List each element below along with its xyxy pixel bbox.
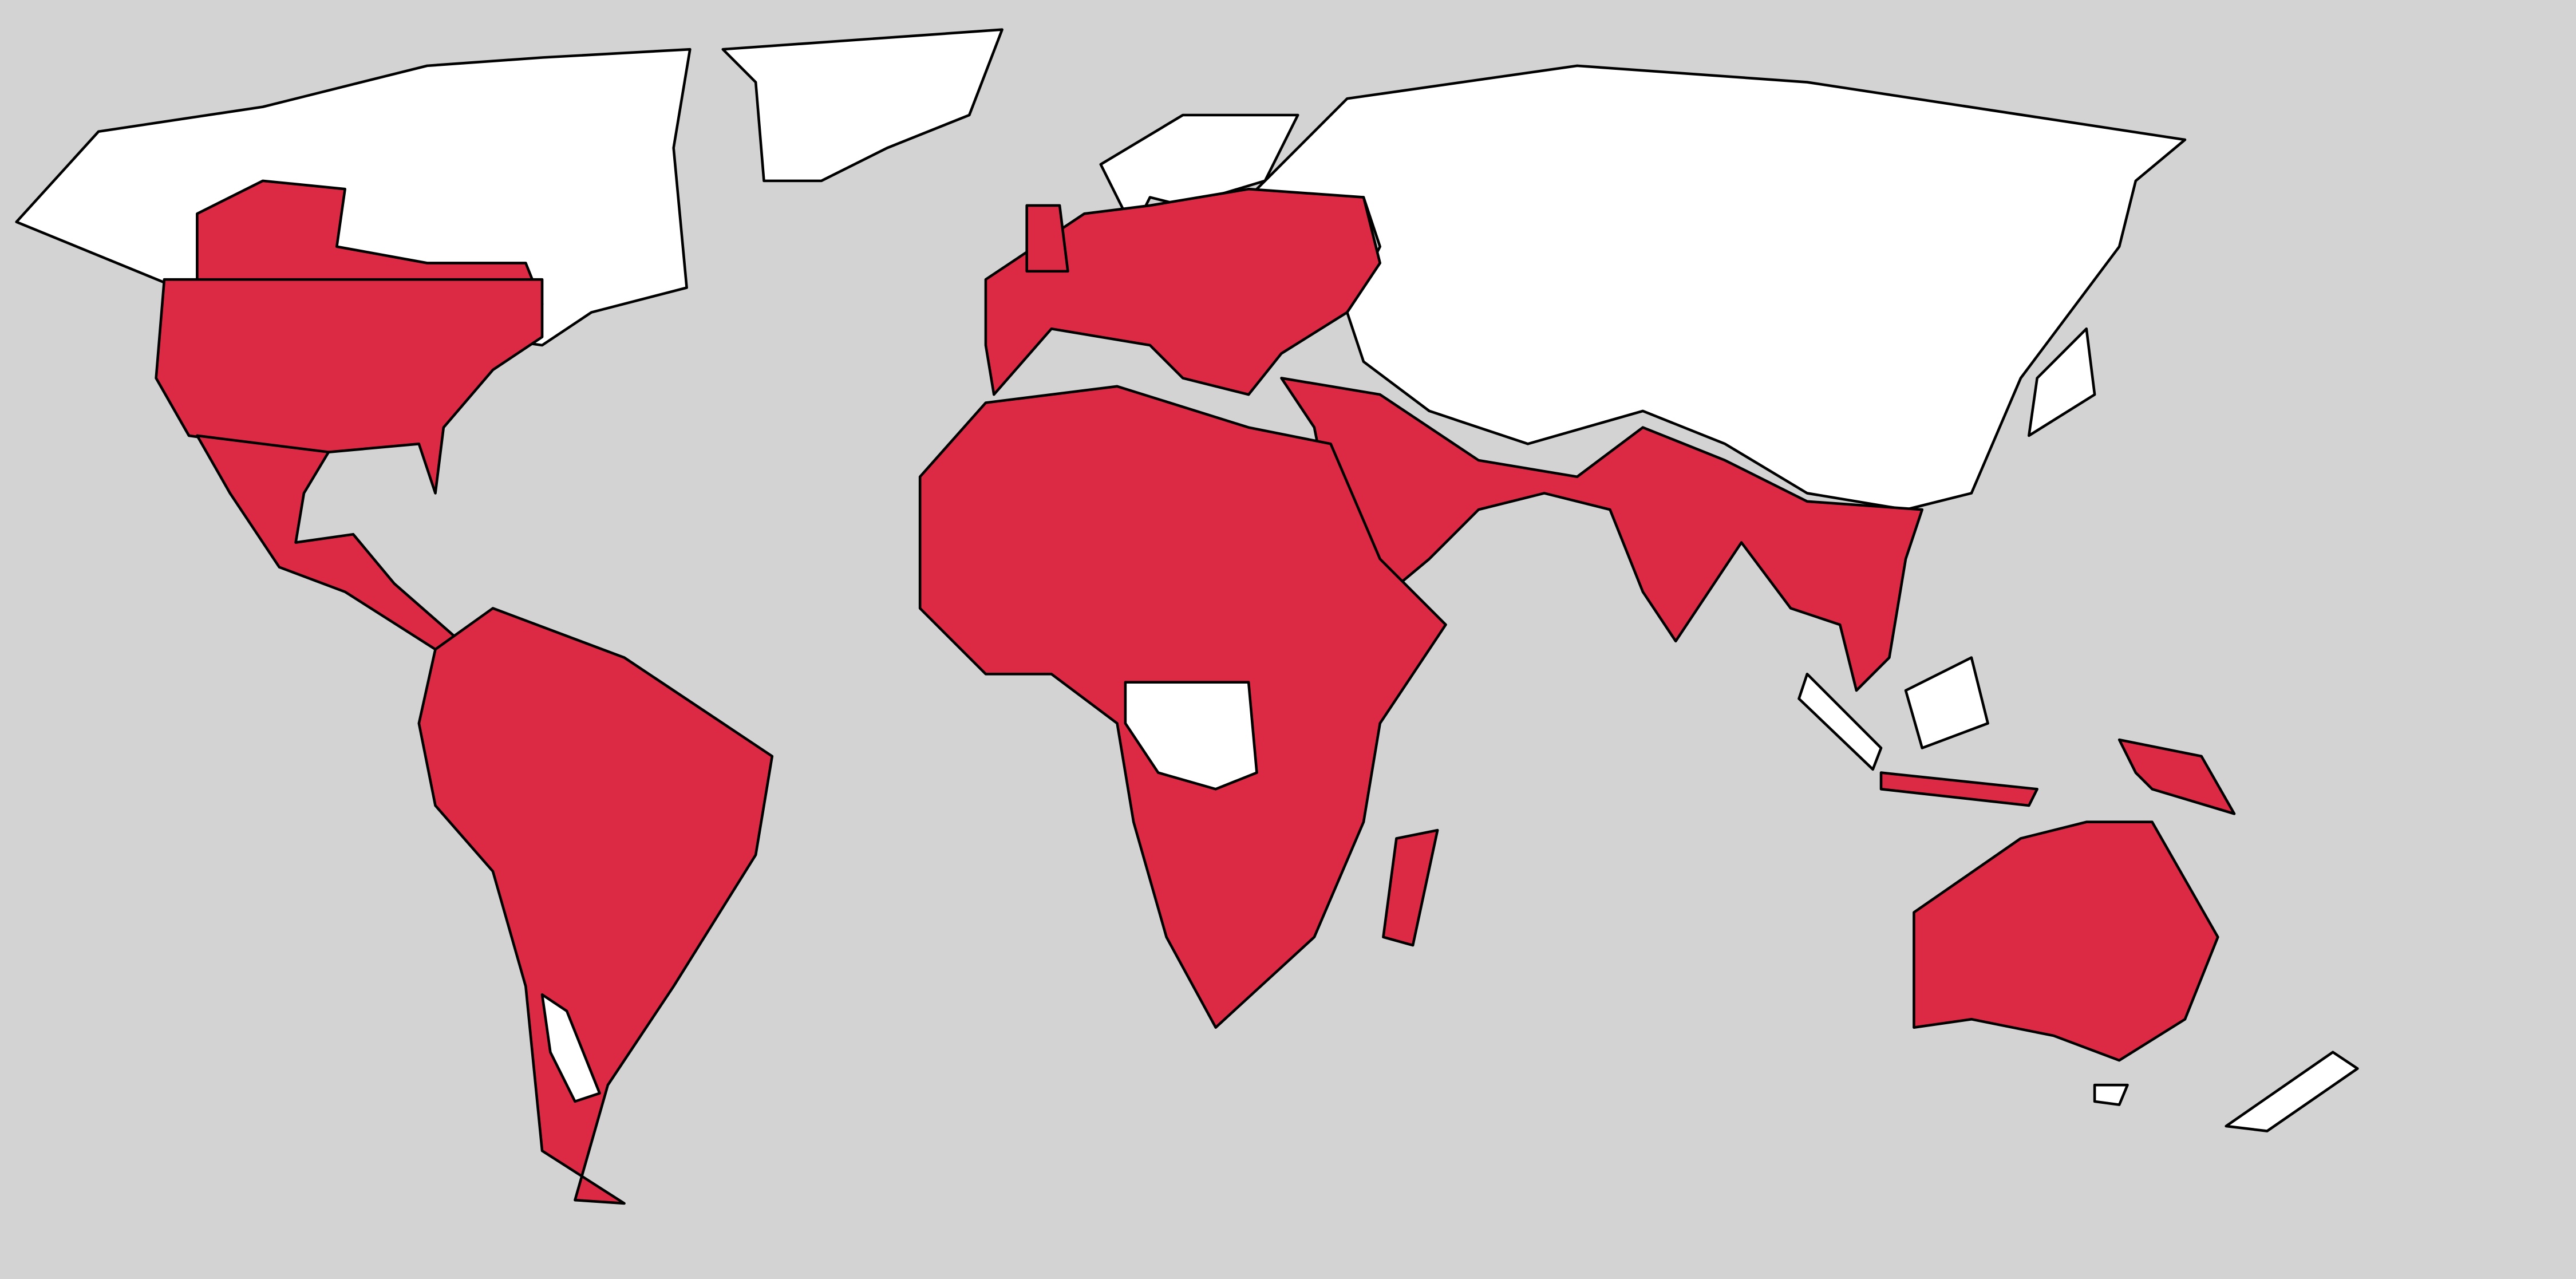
south-america bbox=[417, 607, 774, 1205]
japan bbox=[2028, 327, 2096, 437]
europe bbox=[984, 187, 1382, 396]
tasmania bbox=[2093, 1083, 2129, 1106]
patagonia-white bbox=[540, 993, 601, 1103]
northern-asia bbox=[1247, 64, 2187, 511]
central-africa-white bbox=[1124, 681, 1258, 791]
sumatra bbox=[1797, 673, 1883, 771]
java bbox=[1879, 771, 2038, 807]
new-guinea bbox=[2117, 738, 2236, 815]
madagascar bbox=[1382, 828, 1439, 947]
mexico-central-america bbox=[196, 434, 461, 651]
greenland bbox=[721, 28, 1003, 183]
british-isles bbox=[1025, 204, 1069, 273]
new-zealand bbox=[2225, 1051, 2359, 1132]
australia bbox=[1913, 820, 2219, 1062]
borneo bbox=[1904, 656, 1989, 749]
southern-asia bbox=[1280, 377, 1924, 692]
united-states bbox=[155, 278, 544, 495]
